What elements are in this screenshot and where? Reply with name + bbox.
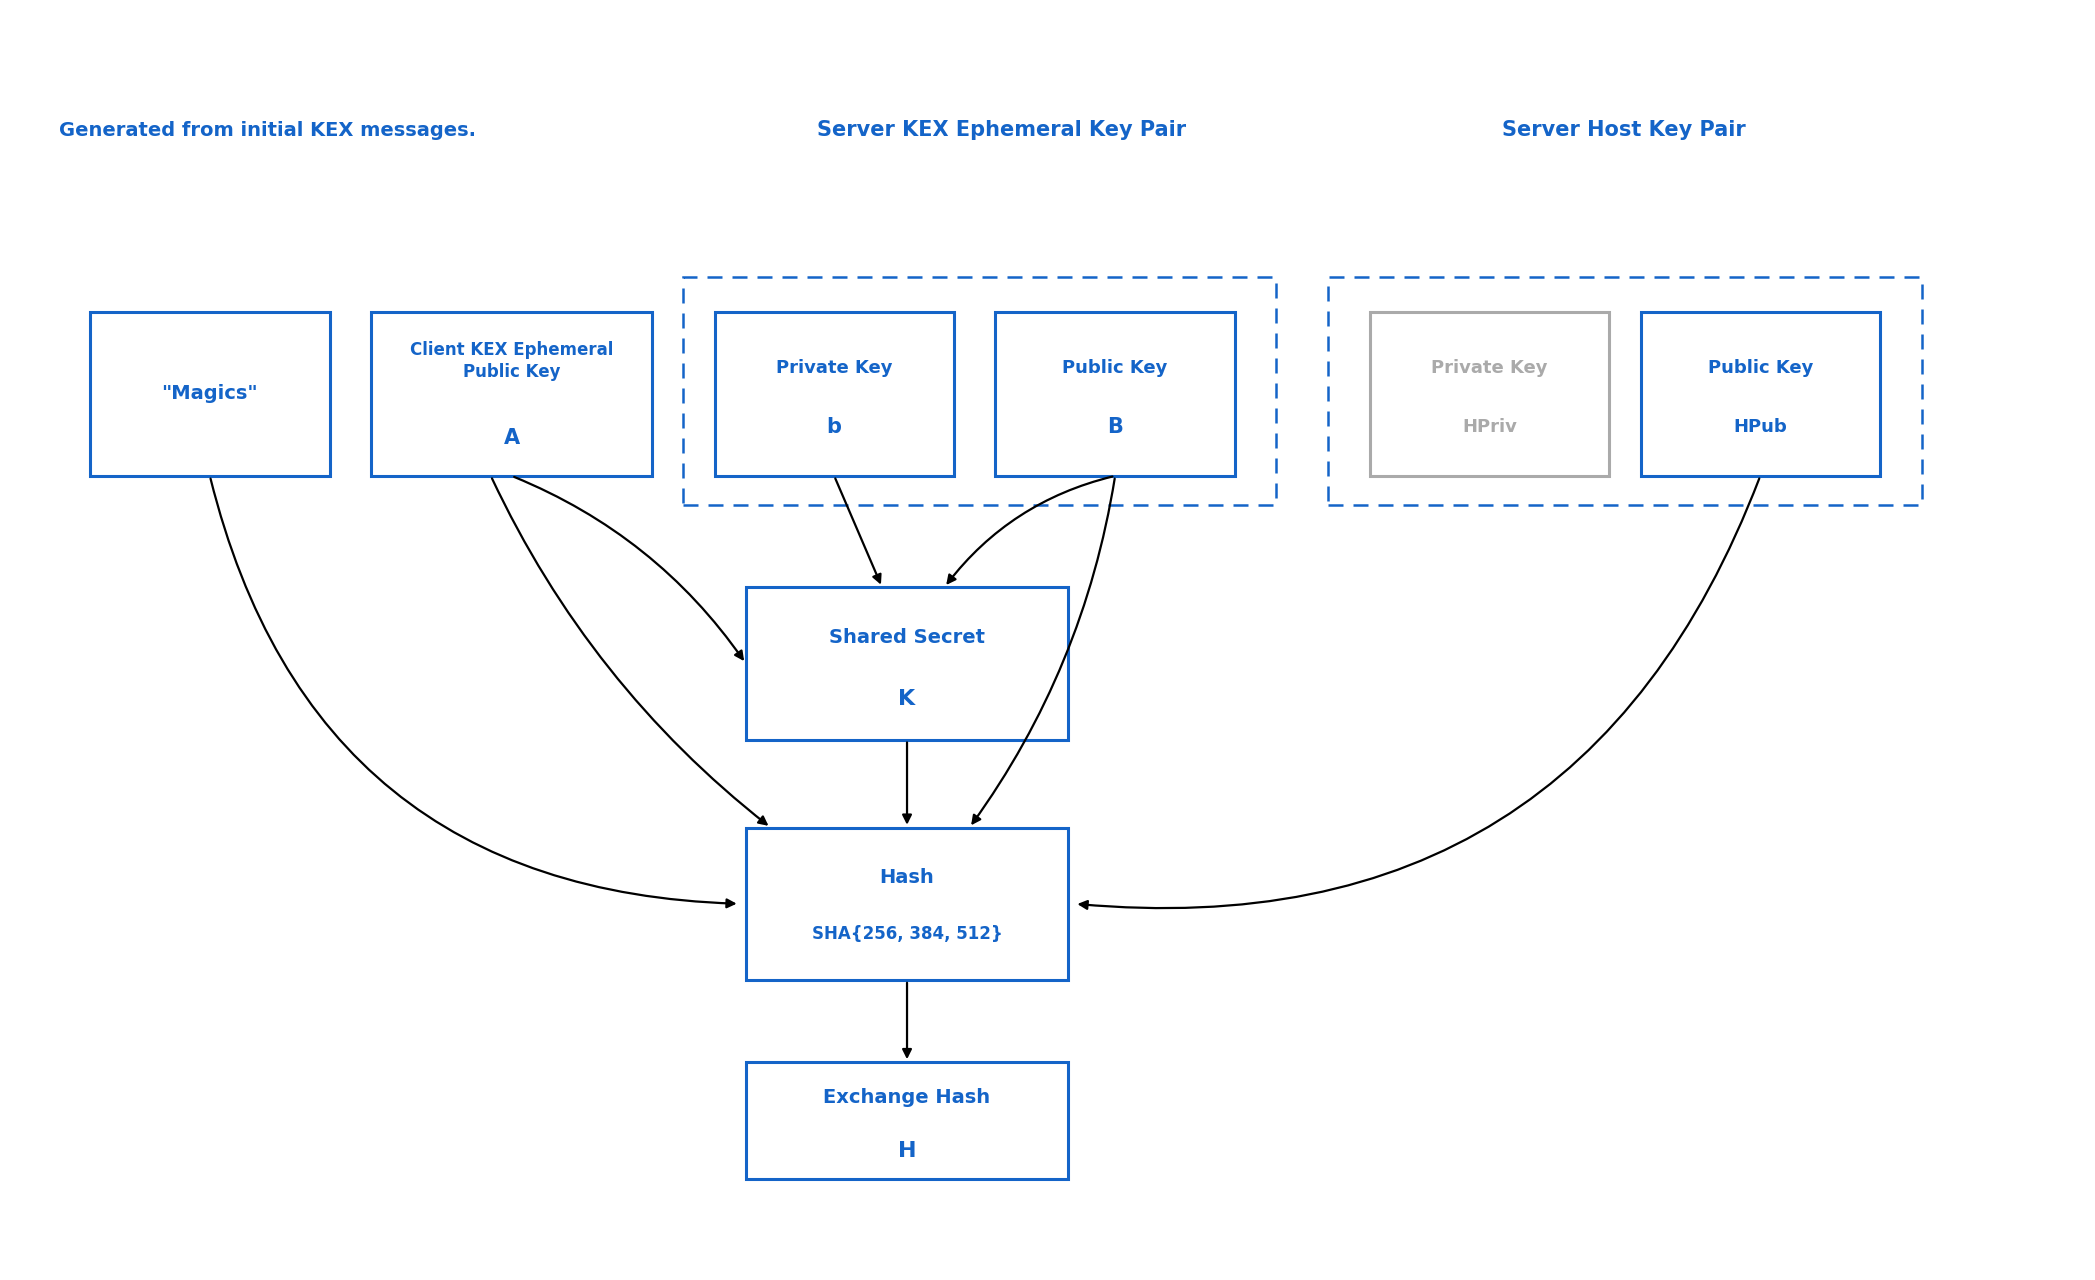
Text: HPriv: HPriv bbox=[1462, 417, 1517, 435]
Text: Public Key: Public Key bbox=[1707, 358, 1812, 378]
Text: A: A bbox=[503, 429, 520, 448]
Text: Server KEX Ephemeral Key Pair: Server KEX Ephemeral Key Pair bbox=[817, 120, 1186, 140]
Text: Private Key: Private Key bbox=[775, 358, 892, 378]
FancyBboxPatch shape bbox=[714, 312, 953, 476]
Text: K: K bbox=[899, 689, 916, 709]
FancyBboxPatch shape bbox=[90, 312, 329, 476]
Text: HPub: HPub bbox=[1733, 417, 1787, 435]
Text: Shared Secret: Shared Secret bbox=[830, 628, 985, 648]
FancyBboxPatch shape bbox=[746, 1062, 1068, 1179]
Text: Hash: Hash bbox=[880, 869, 934, 887]
Text: B: B bbox=[1106, 416, 1123, 436]
Text: Generated from initial KEX messages.: Generated from initial KEX messages. bbox=[59, 120, 476, 140]
FancyBboxPatch shape bbox=[995, 312, 1234, 476]
FancyBboxPatch shape bbox=[1640, 312, 1879, 476]
Text: Server Host Key Pair: Server Host Key Pair bbox=[1502, 120, 1745, 140]
Text: Client KEX Ephemeral
Public Key: Client KEX Ephemeral Public Key bbox=[411, 340, 614, 381]
Text: Private Key: Private Key bbox=[1431, 358, 1548, 378]
FancyBboxPatch shape bbox=[1370, 312, 1609, 476]
Text: SHA{256, 384, 512}: SHA{256, 384, 512} bbox=[811, 925, 1001, 943]
Text: b: b bbox=[828, 416, 842, 436]
Text: H: H bbox=[899, 1142, 916, 1161]
Text: Exchange Hash: Exchange Hash bbox=[823, 1088, 991, 1107]
FancyBboxPatch shape bbox=[746, 588, 1068, 740]
FancyBboxPatch shape bbox=[371, 312, 652, 476]
FancyBboxPatch shape bbox=[746, 828, 1068, 980]
Text: Public Key: Public Key bbox=[1062, 358, 1167, 378]
Text: "Magics": "Magics" bbox=[161, 384, 258, 403]
